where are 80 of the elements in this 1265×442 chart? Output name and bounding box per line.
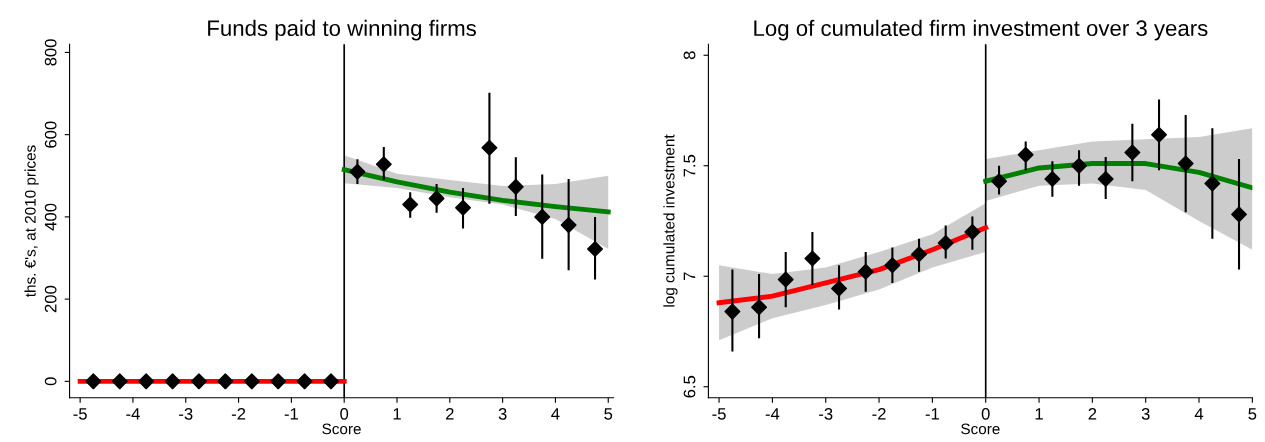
- point: [724, 303, 741, 320]
- point: [402, 196, 419, 213]
- point: [1071, 157, 1088, 174]
- point: [243, 373, 260, 390]
- point: [991, 173, 1008, 190]
- point: [349, 163, 366, 180]
- x-tick-label: 4: [1194, 408, 1204, 420]
- point: [455, 199, 471, 216]
- line-series: [341, 167, 611, 215]
- x-tick-label: -3: [819, 407, 833, 420]
- y-tick-label: 200: [44, 285, 57, 313]
- y-tick-label: 7.5: [683, 154, 696, 177]
- y-tick-label: 6.5: [683, 375, 696, 398]
- x-tick-label: -5: [73, 408, 87, 420]
- x-tick-label: 0: [981, 407, 990, 420]
- y-tick-label: 7: [683, 272, 696, 281]
- point: [964, 224, 981, 241]
- x-tick-label: -3: [179, 407, 193, 420]
- x-tick-label: 5: [604, 408, 613, 420]
- point: [375, 156, 392, 173]
- y-tick-label: 800: [44, 39, 57, 66]
- point: [884, 257, 901, 274]
- chart-title: Funds paid to winning firms: [208, 19, 477, 41]
- x-tick-label: -1: [925, 408, 939, 420]
- point: [481, 139, 498, 156]
- x-axis-title: Score: [961, 423, 1000, 435]
- point: [560, 217, 577, 234]
- point: [111, 373, 128, 390]
- point: [296, 373, 313, 390]
- point: [85, 373, 102, 390]
- point: [1044, 171, 1061, 187]
- point: [857, 263, 874, 280]
- point: [1177, 155, 1194, 172]
- point: [217, 373, 234, 390]
- x-tick-label: -1: [284, 408, 298, 420]
- x-tick-label: 4: [551, 408, 560, 420]
- point: [831, 280, 848, 297]
- point: [777, 271, 794, 288]
- line-series: [983, 161, 1253, 191]
- x-tick-label: 2: [446, 407, 454, 420]
- point: [507, 178, 524, 195]
- x-tick-label: 3: [1141, 407, 1150, 420]
- point: [1151, 126, 1168, 143]
- x-tick-label: 0: [340, 407, 349, 420]
- x-tick-label: -4: [765, 408, 780, 420]
- point: [190, 373, 207, 390]
- y-tick-label: 0: [44, 377, 57, 386]
- y-tick-label: 8: [683, 51, 696, 60]
- y-axis-title: log cumulated investment: [663, 134, 678, 307]
- y-axis-title: ths. €'s, at 2010 prices: [24, 145, 39, 297]
- x-tick-label: 2: [1088, 407, 1097, 420]
- point: [534, 208, 551, 225]
- point: [164, 373, 181, 390]
- line-series: [716, 225, 989, 306]
- x-tick-label: 1: [1035, 408, 1043, 420]
- x-tick-label: -5: [712, 408, 726, 420]
- y-tick-label: 400: [44, 203, 57, 231]
- point: [1204, 175, 1221, 192]
- x-tick-label: -4: [126, 408, 140, 420]
- point: [1231, 206, 1247, 223]
- point: [323, 373, 339, 390]
- point: [911, 246, 928, 263]
- point: [937, 235, 954, 252]
- point: [138, 373, 155, 390]
- point: [270, 373, 287, 390]
- x-tick-label: 1: [393, 408, 401, 420]
- x-tick-label: -2: [231, 407, 246, 420]
- chart-title: Log of cumulated firm investment over 3 years: [754, 19, 1208, 41]
- point: [428, 190, 445, 207]
- x-tick-label: 5: [1248, 408, 1257, 420]
- point: [1124, 144, 1141, 161]
- point: [1097, 171, 1114, 187]
- x-tick-label: 3: [498, 407, 507, 420]
- x-tick-label: -2: [872, 407, 886, 420]
- y-tick-label: 600: [44, 121, 57, 148]
- point: [1017, 146, 1034, 163]
- point: [587, 240, 604, 257]
- x-axis-title: Score: [322, 423, 361, 435]
- point: [804, 250, 821, 267]
- point: [751, 299, 768, 316]
